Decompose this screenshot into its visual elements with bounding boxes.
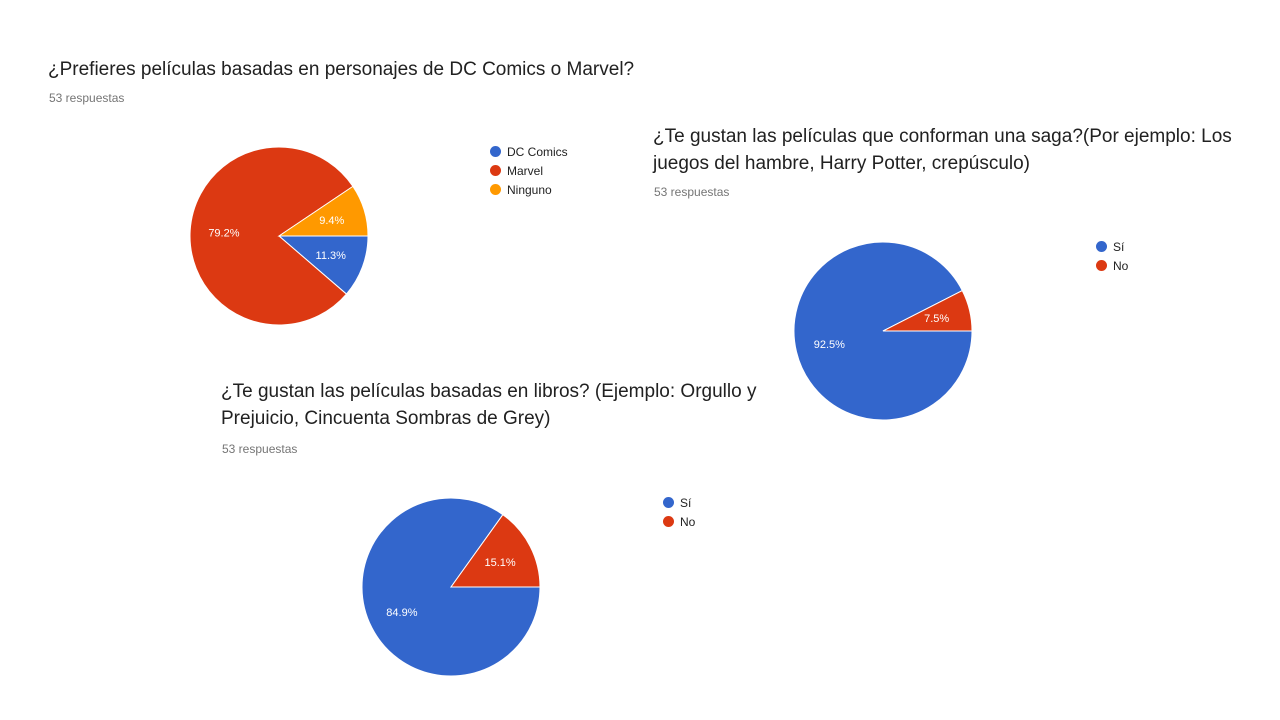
pie-slice[interactable] (277, 235, 369, 295)
pie-slice[interactable] (450, 513, 541, 588)
pie-slice[interactable] (882, 289, 973, 332)
slice-label: 11.3% (316, 250, 347, 262)
slice-label: 79.2% (208, 228, 239, 240)
pie-chart-saga: 92.5% 7.5% (793, 241, 973, 421)
pie-slice[interactable] (277, 185, 369, 237)
slice-label: 7.5% (924, 313, 949, 325)
pie-chart-dc-marvel: 11.3% 79.2% 9.4% (189, 146, 369, 326)
pie-slice[interactable] (189, 146, 354, 326)
pie-chart-libros: 84.9% 15.1% (361, 497, 541, 677)
slice-label: 9.4% (319, 215, 344, 227)
slice-label: 92.5% (814, 339, 845, 351)
slice-label: 15.1% (484, 557, 515, 569)
slice-label: 84.9% (386, 607, 417, 619)
